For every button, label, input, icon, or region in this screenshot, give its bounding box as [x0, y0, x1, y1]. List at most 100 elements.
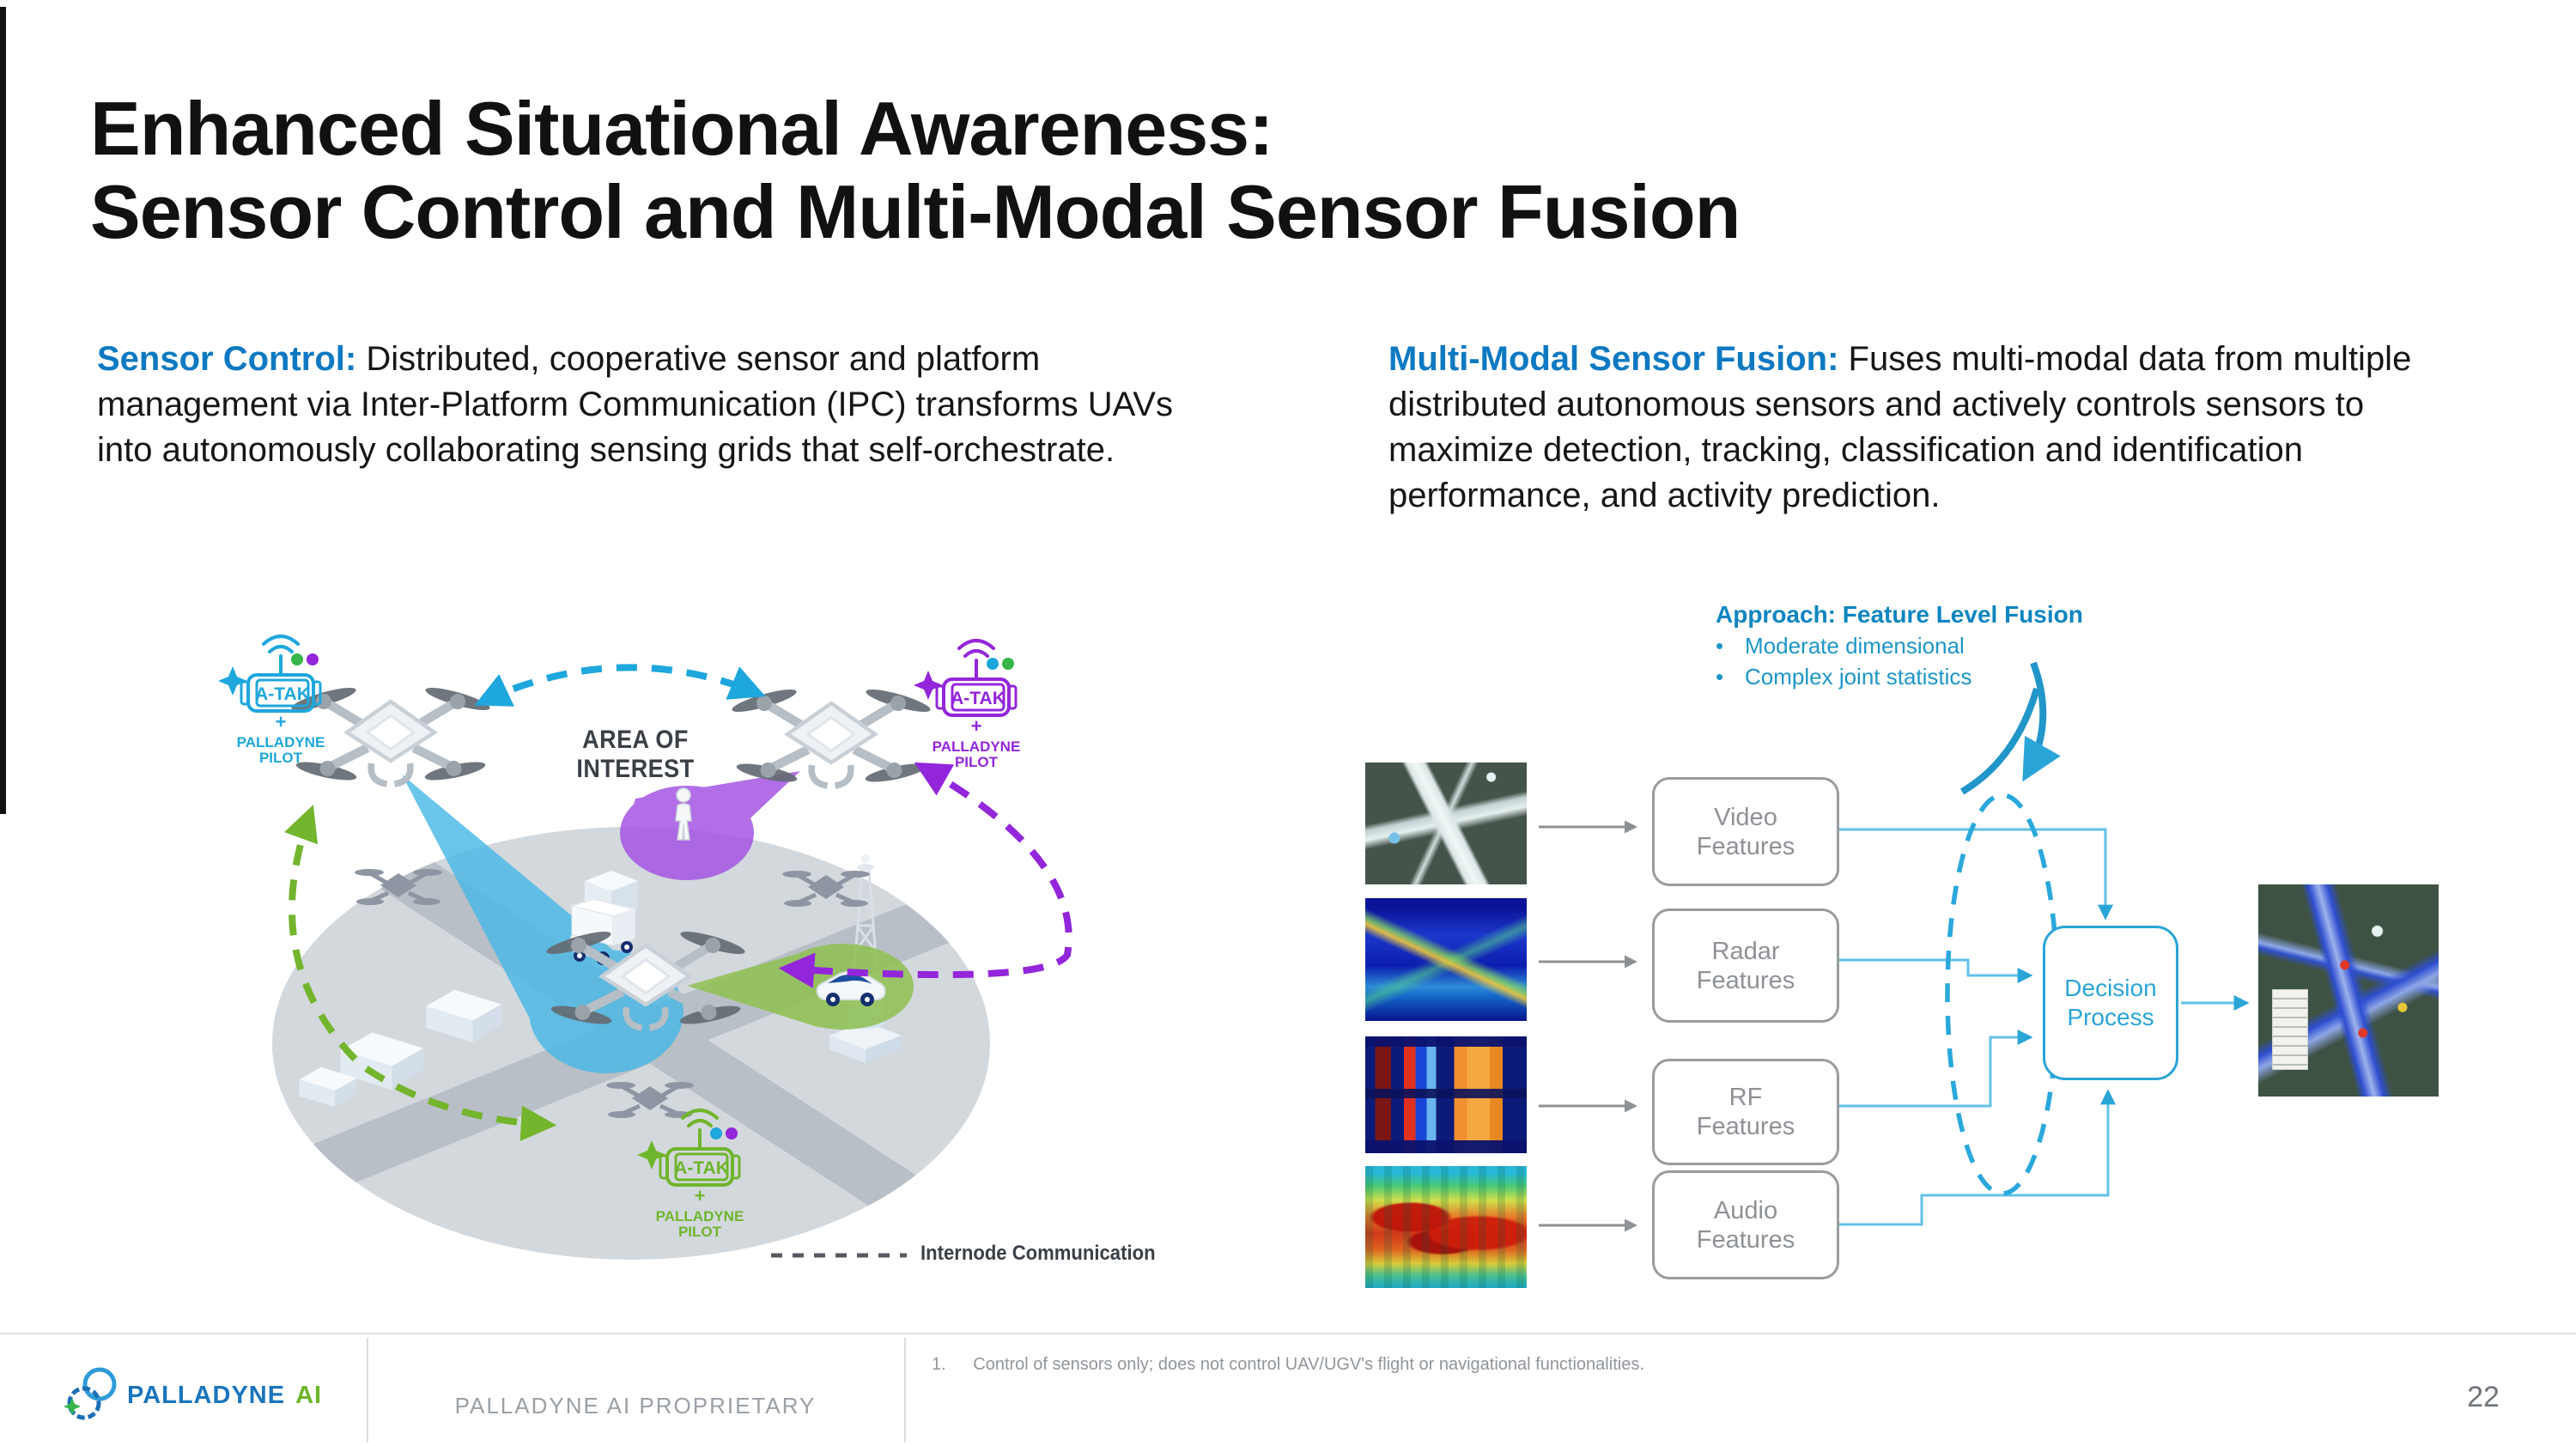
approach-bullet: • Moderate dimensional	[1716, 633, 2111, 659]
atak-label: A-TAK	[951, 689, 1005, 708]
approach-swoosh-arrow	[1959, 687, 2040, 795]
audio-feature-line	[1839, 1089, 2116, 1226]
building-icon	[425, 989, 502, 1042]
palladyne-label: PALLADYNE	[656, 1208, 744, 1224]
car-icon	[816, 970, 886, 1006]
sensor-control-body: Distributed, cooperative sensor and plat…	[97, 340, 1173, 469]
uav-drone-icon	[730, 685, 932, 786]
sensor-control-lead: Sensor Control:	[97, 340, 357, 378]
atak-badge-purple: A-TAK + PALLADYNE PILOT	[906, 628, 1048, 774]
sensor-fusion-body: Fuses multi-modal data from multiple dis…	[1388, 340, 2412, 514]
status-dot-purple	[726, 1127, 738, 1139]
footer-vertical-divider	[904, 1338, 906, 1443]
atak-controller-icon: A-TAK + PALLADYNE PILOT	[637, 1109, 744, 1240]
atak-controller-icon: A-TAK + PALLADYNE PILOT	[218, 635, 325, 766]
footnote: 1. Control of sensors only; does not con…	[932, 1355, 1644, 1375]
comm-arc-green	[284, 805, 557, 1141]
plus-sign: +	[695, 1185, 706, 1206]
page-number: 22	[2467, 1381, 2500, 1413]
pilot-label: PILOT	[678, 1224, 722, 1240]
box-label: Features	[1696, 1225, 1795, 1254]
box-label: Radar	[1711, 937, 1780, 965]
comm-arc-purple	[778, 762, 1072, 988]
footer-divider	[0, 1333, 2576, 1334]
footnote-number: 1.	[932, 1355, 946, 1374]
sparkle-icon	[637, 1140, 666, 1170]
bullet-dot: •	[1716, 664, 1724, 690]
sensor-fusion-paragraph: Multi-Modal Sensor Fusion: Fuses multi-m…	[1388, 337, 2505, 519]
status-dot-purple	[307, 653, 319, 665]
bullet-text: Complex joint statistics	[1745, 664, 1972, 690]
building-icon	[340, 1032, 424, 1091]
plus-sign: +	[971, 715, 982, 737]
rf-input-image	[1365, 1036, 1527, 1153]
approach-block: Approach: Feature Level Fusion • Moderat…	[1716, 601, 2111, 690]
pilot-label: PILOT	[259, 750, 303, 766]
palladyne-label: PALLADYNE	[237, 734, 325, 750]
audio-input-image	[1365, 1166, 1527, 1288]
uav-drone-gray-icon	[782, 871, 870, 907]
radio-tower-icon	[829, 854, 902, 1063]
video-features-box: Video Features	[1652, 777, 1839, 886]
box-label: Audio	[1713, 1196, 1778, 1224]
video-feature-line	[1839, 828, 2113, 920]
proprietary-notice: PALLADYNE AI PROPRIETARY	[454, 1393, 817, 1419]
radar-feature-line	[1839, 958, 2033, 983]
logo-wordmark: PALLADYNE	[127, 1381, 286, 1409]
sensor-cone-blue	[402, 775, 683, 1073]
box-label: Video	[1714, 803, 1777, 831]
output-legend-chip	[2272, 989, 2308, 1070]
fusion-ellipse	[1945, 793, 2060, 1196]
footnote-text: Control of sensors only; does not contro…	[973, 1355, 1644, 1374]
atak-badge-cyan: A-TAK + PALLADYNE PILOT	[210, 623, 352, 769]
atak-badge-green: A-TAK + PALLADYNE PILOT	[629, 1097, 771, 1243]
palladyne-label: PALLADYNE	[933, 738, 1021, 755]
status-dot-blue	[710, 1127, 722, 1139]
uav-drone-icon	[544, 927, 746, 1028]
status-dot-green	[291, 653, 303, 665]
approach-bullet: • Complex joint statistics	[1716, 664, 2111, 690]
radar-features-box: Radar Features	[1652, 908, 1839, 1023]
bullet-dot: •	[1716, 633, 1724, 659]
sparkle-icon	[218, 666, 247, 696]
audio-features-box: Audio Features	[1652, 1170, 1839, 1279]
atak-label: A-TAK	[255, 684, 310, 704]
internode-communication-legend: Internode Communication	[920, 1242, 1156, 1265]
left-accent-bar	[0, 7, 6, 814]
plus-sign: +	[276, 711, 287, 732]
sparkle-icon	[914, 671, 943, 700]
sensor-cone-green	[687, 944, 914, 1030]
status-dot-blue	[987, 658, 999, 670]
box-label: Features	[1696, 966, 1795, 994]
fusion-output-image	[2258, 884, 2439, 1097]
truck-icon	[569, 898, 638, 965]
palladyne-logo-icon	[64, 1367, 117, 1420]
decision-label: Decision	[2064, 975, 2157, 1001]
uav-drone-gray-icon	[355, 869, 442, 905]
comm-arc-cyan	[474, 664, 766, 707]
box-label: RF	[1728, 1084, 1763, 1111]
box-label: Features	[1696, 1113, 1795, 1140]
video-input-image	[1365, 762, 1527, 884]
box-label: Features	[1696, 832, 1795, 860]
page-title: Enhanced Situational Awareness: Sensor C…	[90, 85, 1741, 254]
rf-features-box: RF Features	[1652, 1059, 1839, 1165]
logo-suffix: AI	[295, 1381, 323, 1409]
area-of-interest-label: AREA OF INTEREST	[576, 726, 695, 783]
atak-label: A-TAK	[674, 1158, 729, 1178]
pilot-label: PILOT	[955, 754, 999, 770]
rf-feature-line	[1839, 1030, 2033, 1108]
approach-title: Approach: Feature Level Fusion	[1716, 601, 2083, 628]
sensor-fusion-lead: Multi-Modal Sensor Fusion:	[1388, 340, 1839, 378]
footer-vertical-divider	[367, 1338, 368, 1443]
person-icon	[675, 787, 692, 841]
title-line-1: Enhanced Situational Awareness:	[90, 85, 1273, 171]
building-icon	[584, 871, 639, 919]
atak-controller-icon: A-TAK + PALLADYNE PILOT	[914, 639, 1021, 770]
title-line-2: Sensor Control and Multi-Modal Sensor Fu…	[90, 168, 1741, 254]
decision-process-box: Decision Process	[2043, 926, 2178, 1080]
palladyne-logo: PALLADYNE AI	[60, 1362, 322, 1429]
status-dot-green	[1002, 658, 1014, 670]
sensor-cone-purple	[620, 771, 800, 880]
